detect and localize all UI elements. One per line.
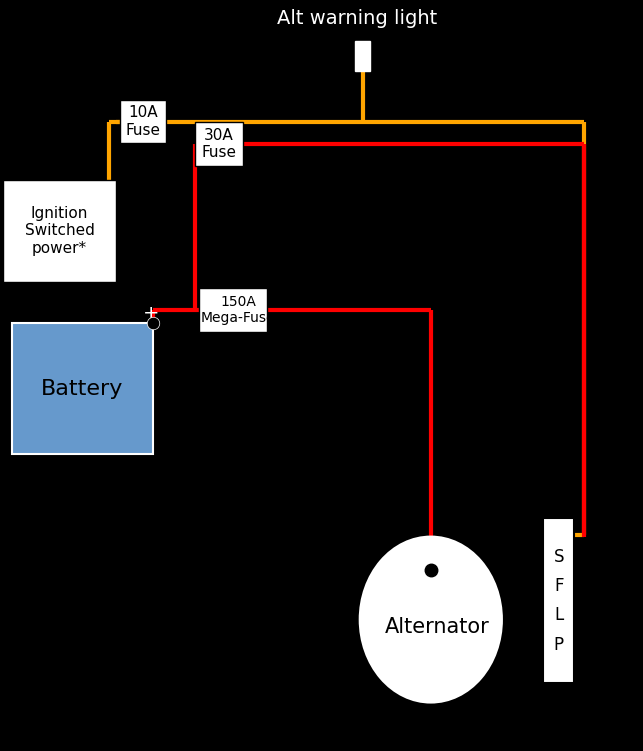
FancyBboxPatch shape — [543, 518, 574, 683]
Text: Alt warning light: Alt warning light — [276, 9, 437, 28]
FancyBboxPatch shape — [12, 323, 153, 454]
FancyBboxPatch shape — [3, 180, 116, 282]
FancyBboxPatch shape — [199, 288, 267, 332]
Circle shape — [360, 537, 502, 702]
Text: Battery: Battery — [41, 379, 123, 399]
Text: 150A
Mega-Fuse: 150A Mega-Fuse — [201, 295, 275, 325]
Text: S
F
L
P: S F L P — [554, 548, 564, 653]
FancyBboxPatch shape — [195, 122, 243, 166]
Text: 30A
Fuse: 30A Fuse — [201, 128, 236, 161]
Text: 10A
Fuse: 10A Fuse — [125, 105, 160, 138]
FancyBboxPatch shape — [120, 100, 166, 143]
Text: +: + — [143, 304, 159, 324]
Text: Alternator: Alternator — [385, 617, 489, 637]
Text: Ignition
Switched
power*: Ignition Switched power* — [24, 206, 95, 256]
FancyBboxPatch shape — [355, 41, 370, 71]
